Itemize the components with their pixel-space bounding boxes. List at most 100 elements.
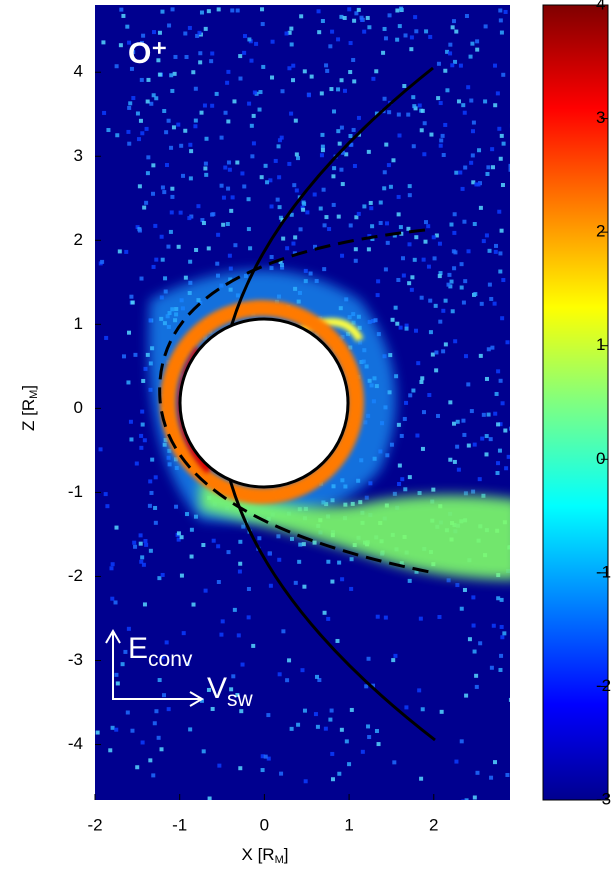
noise-pixel — [325, 68, 330, 73]
noise-pixel — [173, 54, 178, 59]
noise-pixel — [474, 182, 479, 187]
noise-pixel — [419, 295, 424, 300]
noise-pixel — [432, 256, 437, 261]
noise-pixel — [211, 538, 216, 543]
noise-pixel — [201, 543, 206, 548]
noise-pixel — [348, 70, 353, 75]
noise-pixel — [237, 569, 242, 574]
tail — [200, 480, 510, 580]
noise-pixel — [189, 149, 194, 154]
noise-pixel — [470, 153, 475, 158]
noise-pixel — [279, 135, 284, 140]
noise-pixel — [452, 421, 457, 426]
noise-pixel — [478, 353, 483, 358]
noise-pixel — [126, 129, 131, 134]
noise-pixel — [140, 422, 145, 427]
noise-pixel — [399, 231, 404, 236]
noise-pixel — [156, 735, 161, 740]
noise-pixel — [322, 267, 327, 272]
noise-pixel — [320, 144, 325, 149]
noise-pixel — [291, 78, 296, 83]
noise-pixel — [452, 230, 457, 235]
noise-pixel — [184, 54, 189, 59]
noise-pixel — [130, 300, 135, 305]
noise-pixel — [486, 412, 491, 417]
noise-pixel — [485, 171, 490, 176]
noise-pixel — [438, 319, 443, 324]
noise-pixel — [495, 91, 500, 96]
noise-pixel — [238, 54, 243, 59]
noise-pixel — [449, 279, 454, 284]
noise-pixel — [473, 292, 478, 297]
noise-pixel — [152, 30, 157, 35]
noise-pixel — [340, 150, 345, 155]
noise-pixel — [287, 66, 292, 71]
noise-pixel — [481, 239, 486, 244]
noise-pixel — [292, 183, 297, 188]
noise-pixel — [210, 51, 215, 56]
noise-pixel — [348, 223, 353, 228]
noise-pixel — [414, 235, 419, 240]
noise-pixel — [489, 665, 494, 670]
noise-pixel — [419, 128, 424, 133]
noise-pixel — [233, 243, 238, 248]
noise-pixel — [144, 200, 149, 205]
noise-pixel — [188, 727, 193, 732]
noise-pixel — [500, 635, 505, 640]
noise-pixel — [230, 8, 235, 13]
noise-pixel — [189, 214, 194, 219]
noise-pixel — [149, 101, 154, 106]
noise-pixel — [490, 147, 495, 152]
noise-pixel — [448, 400, 453, 405]
noise-pixel — [344, 152, 349, 157]
noise-pixel — [391, 158, 396, 163]
noise-pixel — [162, 108, 167, 113]
noise-pixel — [293, 235, 298, 240]
noise-pixel — [395, 37, 400, 42]
noise-pixel — [383, 36, 388, 41]
noise-pixel — [441, 308, 446, 313]
noise-pixel — [463, 354, 468, 359]
noise-pixel — [238, 766, 243, 771]
noise-pixel — [160, 257, 165, 262]
noise-pixel — [487, 248, 492, 253]
noise-pixel — [421, 257, 426, 262]
noise-pixel — [323, 726, 328, 731]
noise-pixel — [313, 712, 318, 717]
noise-pixel — [268, 178, 273, 183]
noise-pixel — [411, 144, 416, 149]
noise-pixel — [406, 112, 411, 117]
noise-pixel — [414, 29, 419, 34]
noise-pixel — [296, 156, 301, 161]
noise-pixel — [146, 155, 151, 160]
noise-pixel — [468, 54, 473, 59]
noise-pixel — [163, 289, 168, 294]
noise-pixel — [500, 401, 505, 406]
noise-pixel — [197, 30, 202, 35]
noise-pixel — [328, 717, 333, 722]
noise-pixel — [104, 335, 109, 340]
noise-pixel — [203, 166, 208, 171]
noise-pixel — [392, 491, 397, 496]
noise-pixel — [198, 51, 203, 56]
noise-pixel — [249, 58, 254, 63]
noise-pixel — [242, 34, 247, 39]
noise-pixel — [142, 602, 147, 607]
noise-pixel — [164, 640, 169, 645]
noise-pixel — [210, 706, 215, 711]
noise-pixel — [497, 209, 502, 214]
noise-pixel — [407, 184, 412, 189]
noise-pixel — [247, 37, 252, 42]
noise-pixel — [339, 727, 344, 732]
noise-pixel — [471, 623, 476, 628]
noise-pixel — [103, 492, 108, 497]
noise-pixel — [188, 176, 193, 181]
noise-pixel — [477, 148, 482, 153]
noise-pixel — [486, 347, 491, 352]
noise-pixel — [164, 130, 169, 135]
noise-pixel — [193, 514, 198, 519]
noise-pixel — [160, 655, 165, 660]
noise-pixel — [302, 584, 307, 589]
noise-pixel — [330, 751, 335, 756]
noise-pixel — [464, 14, 469, 19]
